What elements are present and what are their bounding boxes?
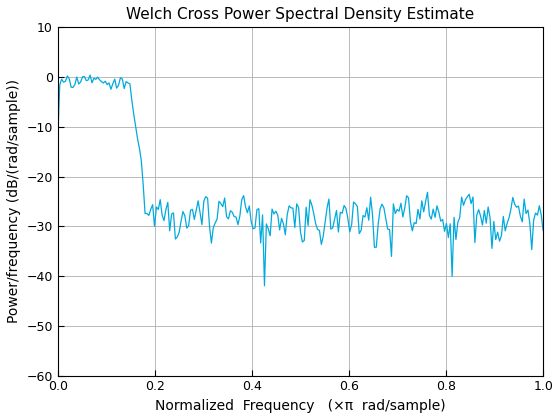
Title: Welch Cross Power Spectral Density Estimate: Welch Cross Power Spectral Density Estim… (127, 7, 475, 22)
Y-axis label: Power/frequency (dB/(rad/sample)): Power/frequency (dB/(rad/sample)) (7, 79, 21, 323)
X-axis label: Normalized  Frequency   (×π  rad/sample): Normalized Frequency (×π rad/sample) (155, 399, 446, 413)
